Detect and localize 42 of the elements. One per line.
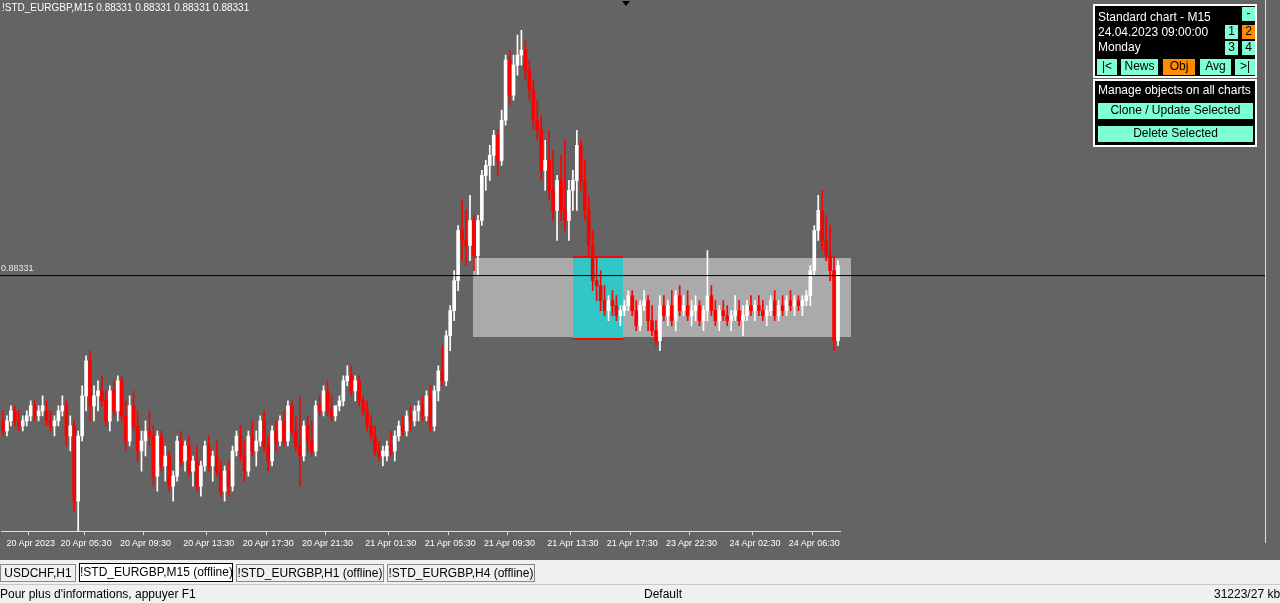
text: Delete Selected bbox=[1098, 126, 1253, 142]
text: >| bbox=[1235, 59, 1255, 75]
x-tick-label: 20 Apr 13:30 bbox=[183, 538, 235, 549]
text: !STD_EURGBP,H4 (offline) bbox=[387, 564, 535, 582]
text: Pour plus d'informations, appuyer F1 bbox=[0, 587, 196, 601]
x-tick-label: 23 Apr 22:30 bbox=[666, 538, 718, 549]
text: USDCHF,H1 bbox=[0, 564, 76, 582]
text: Clone / Update Selected bbox=[1098, 103, 1253, 119]
text: Monday bbox=[1098, 40, 1141, 54]
text: 24.04.2023 09:00:00 bbox=[1098, 25, 1209, 39]
annotation: 0.88331 bbox=[1, 263, 34, 273]
text: !STD_EURGBP,H1 (offline) bbox=[236, 564, 384, 582]
text: Obj bbox=[1163, 59, 1195, 75]
text: 2 bbox=[1242, 24, 1255, 39]
text: |< bbox=[1097, 59, 1117, 75]
text: Avg bbox=[1200, 59, 1231, 75]
x-tick-label: 20 Apr 17:30 bbox=[242, 538, 294, 549]
text: - bbox=[1242, 6, 1255, 21]
candlestick bbox=[563, 139, 567, 231]
x-tick-label: 21 Apr 17:30 bbox=[606, 538, 658, 549]
x-tick-label: 21 Apr 13:30 bbox=[547, 538, 599, 549]
text: Default bbox=[644, 587, 683, 601]
text: 31223/27 kb bbox=[1214, 587, 1280, 601]
text: Standard chart - M15 bbox=[1098, 10, 1211, 24]
chart-title: !STD_EURGBP,M15 0.88331 0.88331 0.88331 0.88331 bbox=[2, 2, 250, 13]
x-tick-label: 20 Apr 05:30 bbox=[60, 538, 112, 549]
text: News bbox=[1121, 59, 1158, 75]
x-tick-label: 20 Apr 2023 bbox=[6, 538, 55, 549]
x-tick-label: 20 Apr 09:30 bbox=[119, 538, 171, 549]
text: 3 bbox=[1225, 40, 1238, 55]
x-tick-label: 21 Apr 01:30 bbox=[365, 538, 417, 549]
text: Manage objects on all charts bbox=[1098, 83, 1251, 97]
x-tick-label: 21 Apr 05:30 bbox=[424, 538, 476, 549]
x-tick-label: 24 Apr 02:30 bbox=[729, 538, 781, 549]
x-tick-label: 20 Apr 21:30 bbox=[301, 538, 354, 549]
text: !STD_EURGBP,M15 (offline) bbox=[79, 563, 233, 582]
text: 4 bbox=[1242, 40, 1255, 55]
candlestick bbox=[389, 430, 393, 457]
x-tick-label: 21 Apr 09:30 bbox=[484, 538, 536, 549]
text: 1 bbox=[1225, 24, 1238, 39]
x-tick-label: 24 Apr 06:30 bbox=[788, 538, 840, 549]
candlestick bbox=[543, 139, 547, 191]
